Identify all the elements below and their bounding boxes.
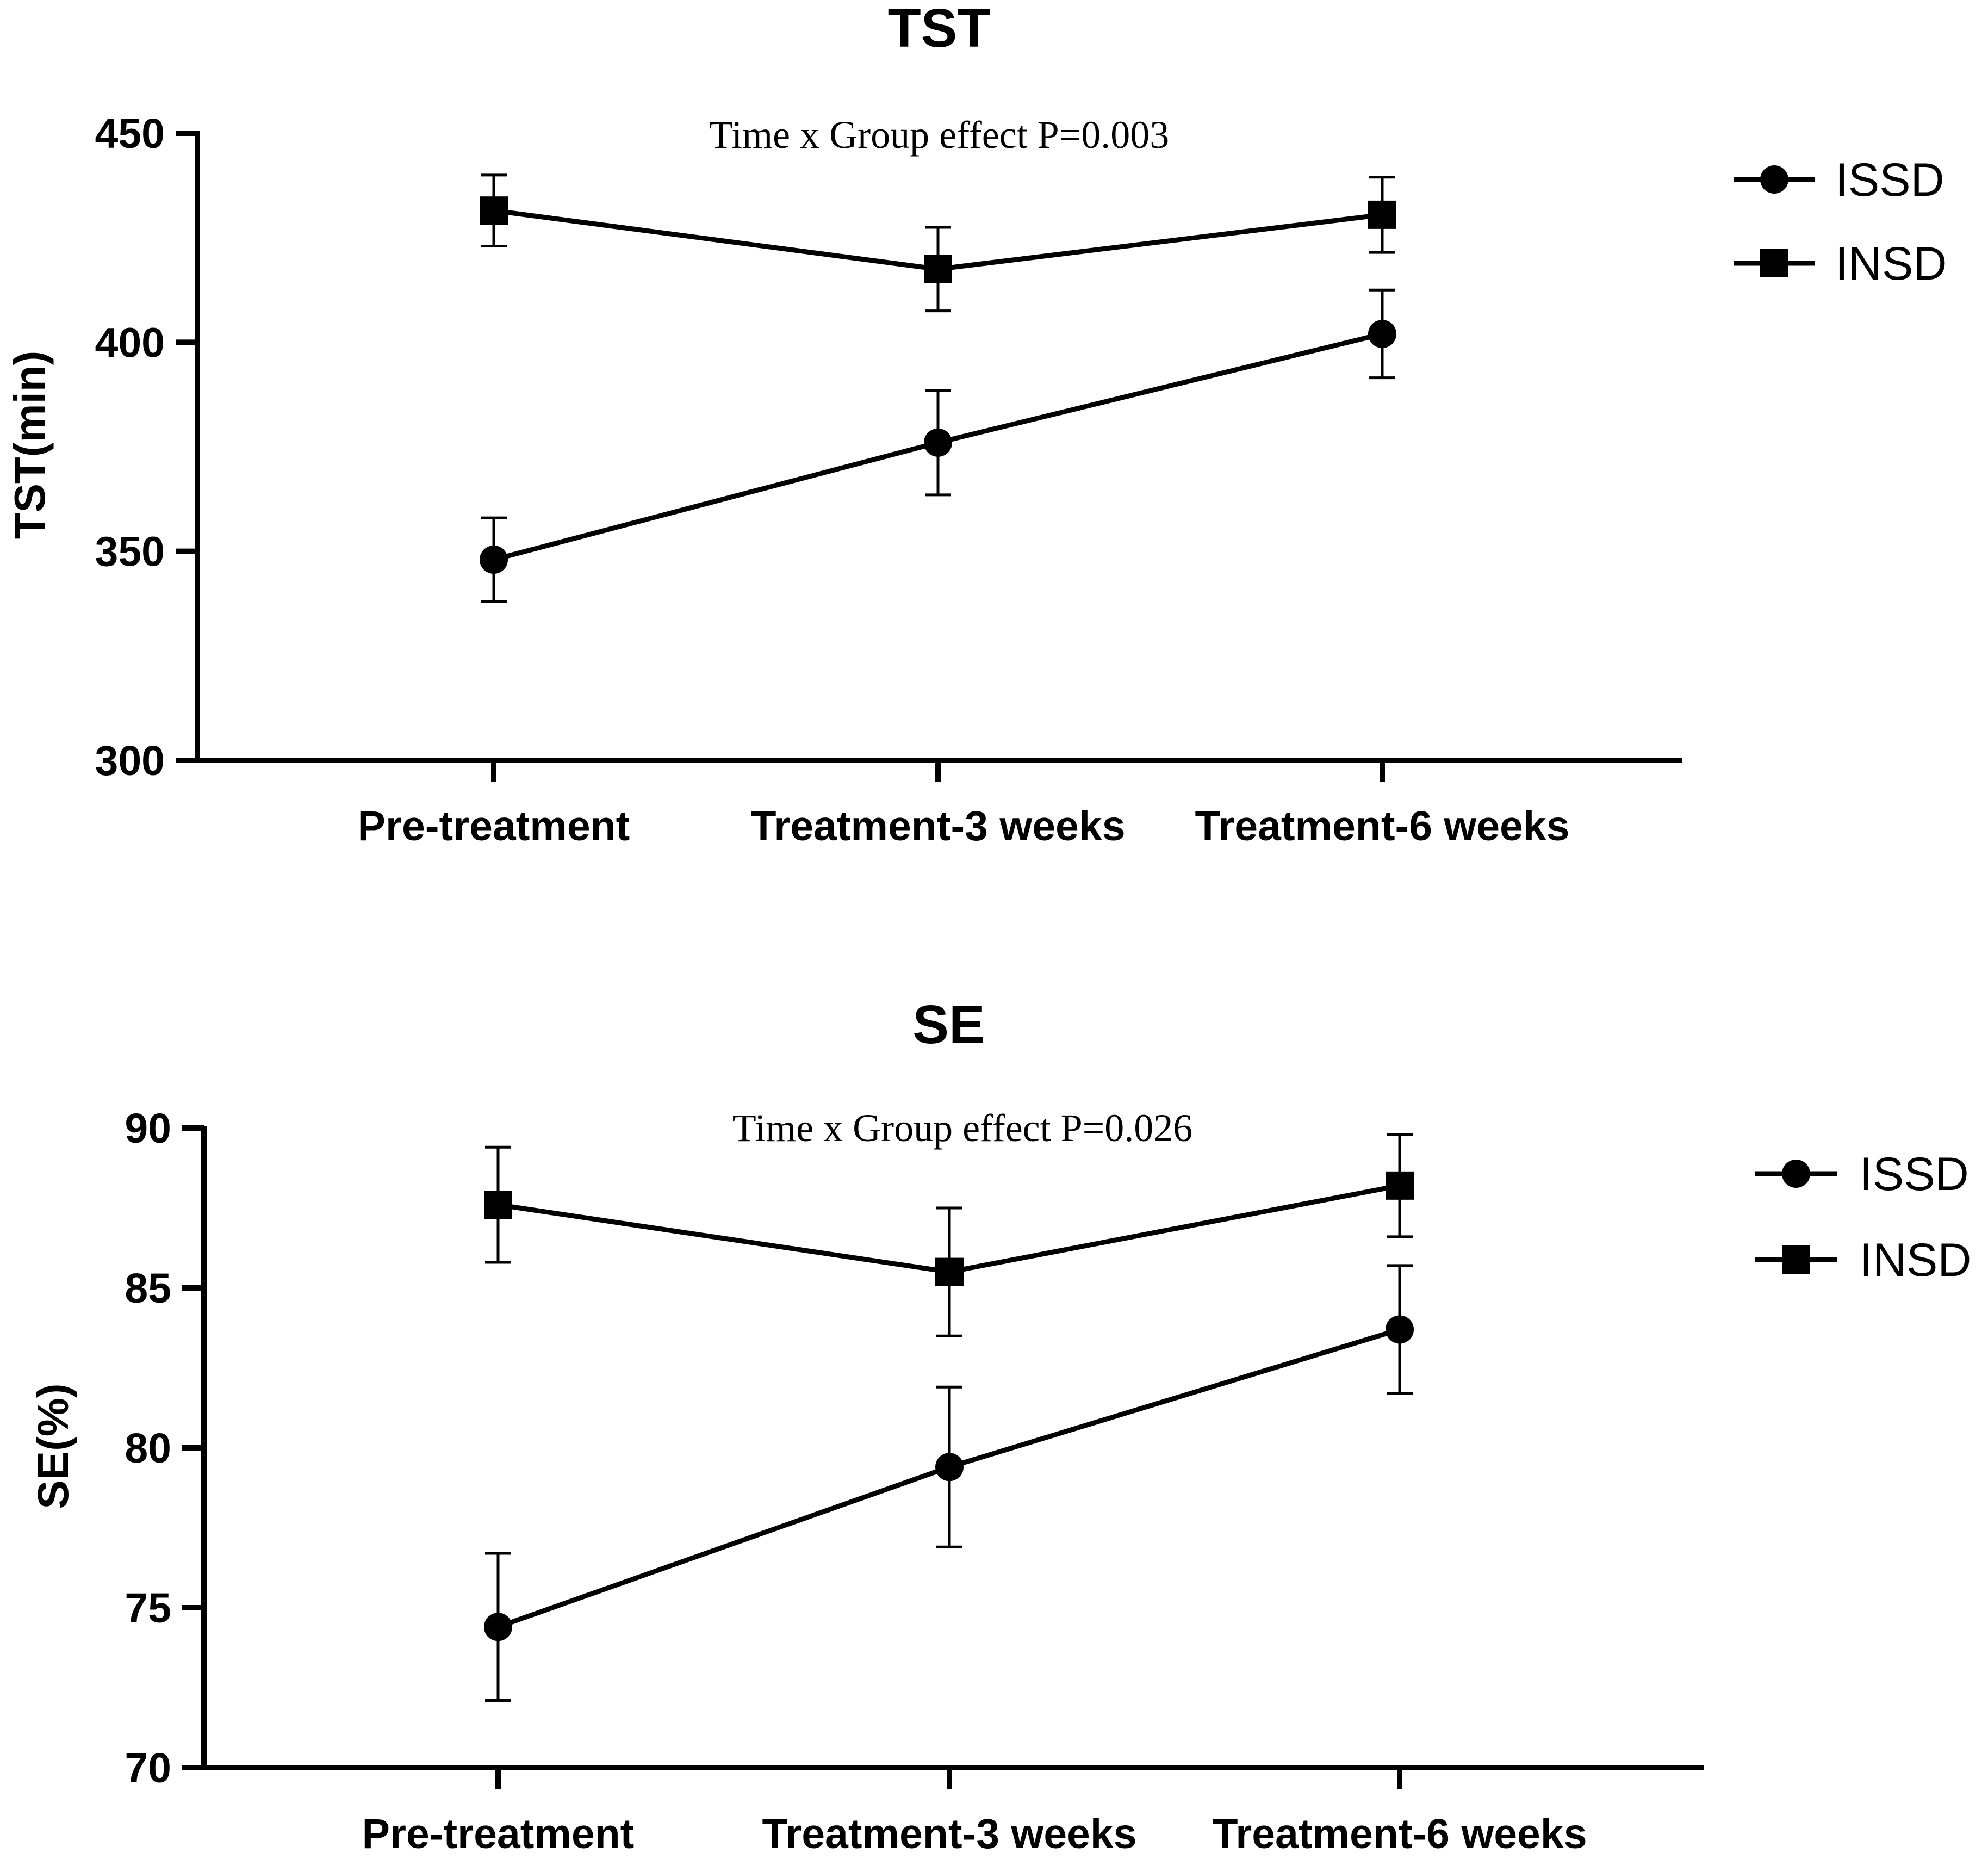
x-tick-label: Pre-treatment — [358, 803, 630, 850]
legend-marker-insd — [1782, 1245, 1810, 1274]
legend-label-issd: ISSD — [1860, 1148, 1969, 1200]
data-point-issd — [484, 1613, 512, 1641]
chart-title: SE — [912, 994, 985, 1055]
effect-annotation: Time x Group effect P=0.003 — [709, 113, 1170, 157]
data-point-insd — [480, 196, 508, 225]
y-tick-label: 70 — [125, 1745, 171, 1792]
data-point-insd — [1368, 200, 1396, 229]
data-point-issd — [1368, 319, 1396, 348]
data-point-issd — [480, 546, 508, 574]
axes: 300 350 400 450 Pre-treatment Treatment-3 wee… — [95, 110, 1682, 850]
effect-annotation: Time x Group effect P=0.026 — [732, 1106, 1193, 1150]
y-tick-label: 450 — [95, 110, 165, 157]
legend: ISSD INSD — [1734, 154, 1947, 290]
chart-panel-se: SE Time x Group effect P=0.026 SE(%) 707… — [29, 994, 1971, 1857]
x-tick-label: Treatment-3 weeks — [750, 803, 1125, 850]
x-tick-label: Treatment-6 weeks — [1195, 803, 1569, 850]
data-point-insd — [1386, 1171, 1414, 1200]
legend-label-insd: INSD — [1835, 238, 1947, 290]
plot-area — [480, 173, 1396, 603]
y-tick-label: 90 — [125, 1105, 171, 1152]
data-point-insd — [484, 1191, 512, 1219]
y-tick-label: 400 — [95, 319, 165, 366]
y-axis-label: TST(min) — [5, 351, 54, 540]
y-axis-label: SE(%) — [29, 1383, 77, 1509]
axes: 70 75 80 85 90 Pre-treatment Treatment-3 weeks… — [125, 1105, 1704, 1857]
legend-label-insd: INSD — [1860, 1234, 1971, 1286]
y-tick-label: 80 — [125, 1425, 171, 1472]
y-tick-label: 300 — [95, 738, 165, 784]
data-point-issd — [1386, 1315, 1414, 1344]
data-point-insd — [924, 255, 952, 283]
data-point-insd — [935, 1257, 964, 1286]
plot-area — [484, 1133, 1414, 1702]
x-tick-label: Treatment-6 weeks — [1212, 1811, 1587, 1857]
chart-panel-tst: TST Time x Group effect P=0.003 TST(min)… — [5, 0, 1947, 850]
legend-marker-insd — [1760, 249, 1788, 277]
data-point-issd — [935, 1453, 964, 1482]
legend-marker-issd — [1760, 165, 1788, 194]
y-tick-label: 85 — [125, 1265, 171, 1312]
data-point-issd — [924, 428, 952, 457]
legend-marker-issd — [1782, 1160, 1810, 1188]
y-tick-label: 350 — [95, 529, 165, 575]
x-tick-label: Pre-treatment — [362, 1811, 635, 1857]
legend-label-issd: ISSD — [1835, 154, 1944, 206]
x-tick-label: Treatment-3 weeks — [762, 1811, 1136, 1857]
legend: ISSD INSD — [1755, 1148, 1971, 1286]
chart-title: TST — [888, 0, 991, 59]
y-tick-label: 75 — [125, 1585, 171, 1632]
